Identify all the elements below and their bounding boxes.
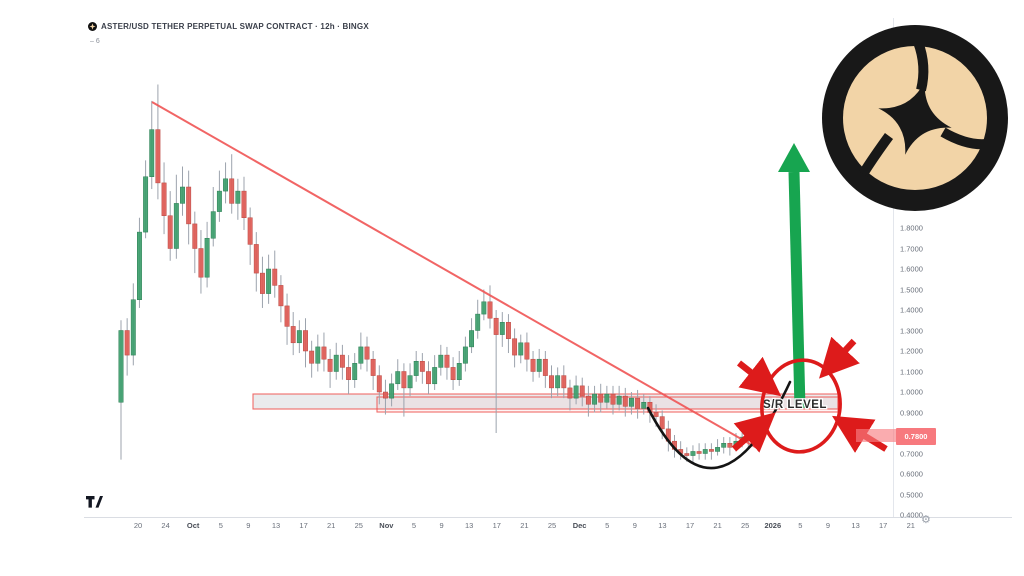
price-tick: 1.6000 (900, 264, 923, 274)
time-tick: Dec (572, 521, 587, 530)
time-tick: 5 (798, 521, 803, 530)
price-tick: 1.0000 (900, 387, 923, 397)
price-tick: 0.6000 (900, 469, 923, 479)
time-tick: 17 (685, 521, 695, 530)
time-tick: 13 (465, 521, 474, 530)
sr-zone-layer (252, 393, 839, 413)
green-up-arrow (788, 171, 806, 409)
gear-icon[interactable]: ⚙ (921, 514, 931, 526)
sr-level-label: S/R LEVEL (763, 399, 827, 411)
time-tick: 13 (851, 521, 860, 530)
time-tick: 17 (299, 521, 308, 530)
symbol-header: ASTER/USD TETHER PERPETUAL SWAP CONTRACT… (88, 22, 369, 31)
price-tick: 1.4000 (900, 305, 923, 315)
time-tick: 17 (879, 521, 888, 530)
time-tick: 5 (605, 521, 610, 530)
time-tick: 21 (520, 521, 529, 530)
price-tick: 0.4000 (900, 510, 923, 520)
time-tick: Oct (186, 521, 200, 530)
red-arrow (819, 336, 860, 379)
price-axis-border (893, 18, 894, 517)
time-tick: 25 (354, 521, 363, 530)
time-tick: 25 (741, 521, 750, 530)
time-tick: 9 (825, 521, 831, 530)
price-tick: 1.7000 (900, 244, 923, 253)
red-arrow (731, 412, 776, 453)
time-tick: 5 (218, 521, 223, 530)
time-tick: 2026 (764, 521, 782, 530)
indicator-row[interactable]: – 6 (90, 38, 100, 45)
time-tick: 13 (271, 521, 281, 530)
time-tick: 20 (133, 521, 143, 530)
red-annotation-layer (731, 336, 888, 454)
red-arrow (736, 356, 782, 397)
price-badge: 0.7800 (896, 428, 936, 445)
time-tick: 25 (547, 521, 557, 530)
price-tick: 1.1000 (900, 367, 923, 376)
time-tick: 21 (327, 521, 336, 530)
time-tick: 9 (632, 521, 637, 530)
chart-title: ASTER/USD TETHER PERPETUAL SWAP CONTRACT… (101, 22, 369, 31)
time-tick: 9 (439, 521, 444, 530)
time-tick: 13 (658, 521, 667, 530)
time-tick: 21 (713, 521, 722, 530)
tradingview-logo[interactable] (86, 496, 103, 509)
time-tick: 24 (161, 521, 170, 530)
price-tick: 0.9000 (900, 408, 923, 417)
symbol-icon (88, 22, 97, 31)
price-tick: 1.8000 (900, 223, 923, 233)
price-tick: 1.2000 (900, 346, 923, 356)
red-circle-annotation (760, 358, 842, 454)
price-tick: 1.3000 (900, 326, 923, 335)
time-tick: 17 (492, 521, 501, 530)
aster-logo (822, 25, 1008, 211)
green-up-arrow-head (778, 143, 810, 172)
time-tick: 9 (246, 521, 251, 530)
price-tick: 0.7000 (900, 449, 923, 458)
annotation-layer (151, 101, 810, 470)
time-tick: 5 (411, 521, 417, 530)
price-tick: 0.5000 (900, 490, 923, 499)
time-axis-border (84, 517, 1012, 518)
time-tick: 21 (906, 521, 915, 530)
time-tick: Nov (379, 521, 394, 530)
price-tick: 1.5000 (900, 285, 923, 294)
descending-trendline (151, 101, 758, 449)
